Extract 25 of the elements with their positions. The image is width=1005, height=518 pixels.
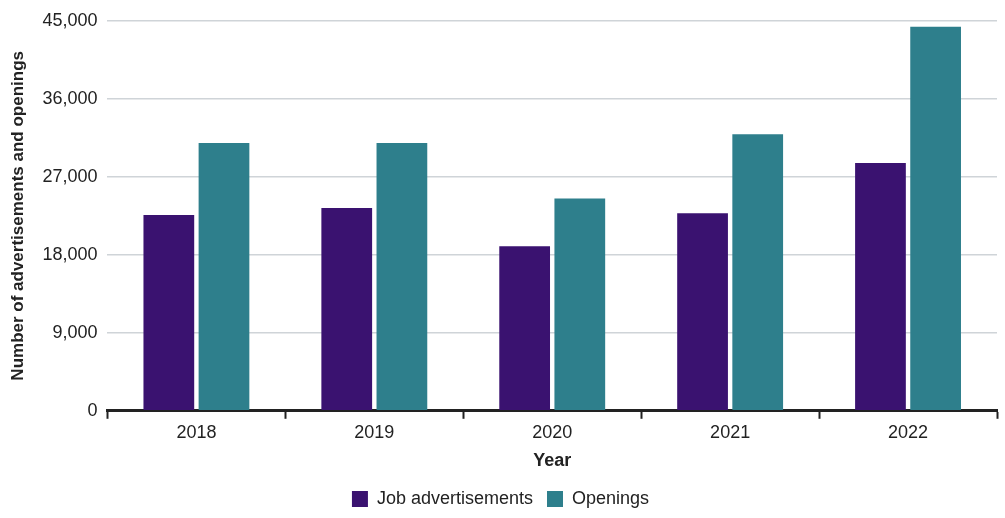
bar <box>554 198 606 411</box>
x-tick-label: 2018 <box>176 421 217 442</box>
x-tick-label: 2021 <box>710 421 751 442</box>
x-tick-label: 2019 <box>354 421 395 442</box>
bar <box>198 143 250 411</box>
y-tick-label: 18,000 <box>42 243 98 264</box>
legend-label: Job advertisements <box>376 487 534 508</box>
y-axis-title: Number of advertisements and openings <box>7 50 27 381</box>
y-tick-label: 9,000 <box>52 321 98 342</box>
x-tick-label: 2020 <box>532 421 573 442</box>
bar <box>855 162 906 411</box>
bar <box>321 208 373 411</box>
y-tick-label: 27,000 <box>42 165 98 186</box>
y-tick-label: 45,000 <box>42 9 98 30</box>
bar <box>910 26 961 411</box>
x-tick-label: 2022 <box>888 421 929 442</box>
bar <box>677 213 728 411</box>
y-tick-label: 36,000 <box>42 87 98 108</box>
x-axis-title: Year <box>533 450 572 471</box>
bar <box>143 214 195 411</box>
bar <box>499 246 551 411</box>
bar <box>732 134 784 411</box>
bar <box>376 143 428 411</box>
y-tick-label: 0 <box>87 399 98 420</box>
legend-label: Openings <box>572 487 650 508</box>
